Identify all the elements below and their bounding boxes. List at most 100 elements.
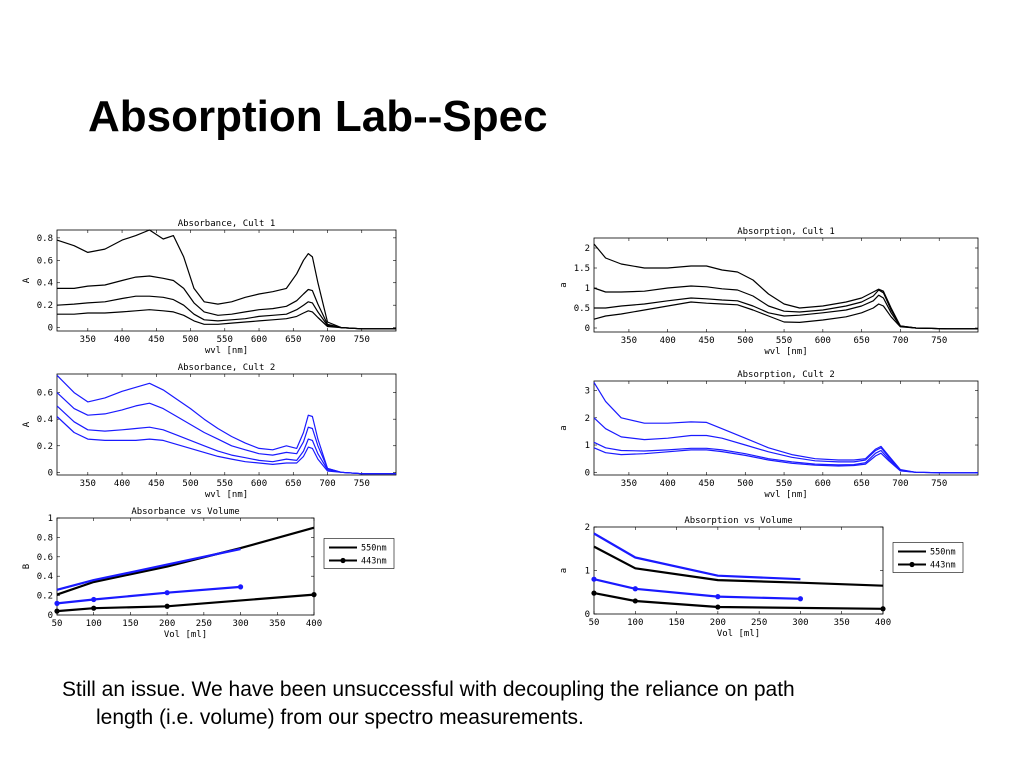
plot-frame [593, 380, 979, 476]
x-tick-label: 700 [892, 479, 908, 489]
x-tick-label: 250 [751, 618, 767, 628]
plot-right-bottom: Absorption vs Volume 50 100 150 200 250 300 350… [559, 516, 964, 639]
x-tick-label: 600 [251, 335, 267, 345]
x-tick-label: 400 [306, 619, 322, 629]
x-tick-label: 200 [159, 619, 175, 629]
y-tick-label: 2 [585, 244, 590, 254]
y-tick-label: 0 [585, 610, 590, 620]
y-tick-label: 1.5 [574, 264, 590, 274]
series-line-4 [56, 416, 396, 475]
x-tick-label: 100 [627, 618, 643, 628]
data-point [591, 590, 597, 596]
data-point [797, 596, 804, 602]
legend: 550nm 443nm [892, 542, 964, 573]
legend-marker [909, 561, 915, 568]
x-tick-label: 550 [776, 336, 792, 346]
series-line-2 [56, 392, 396, 475]
series-line-1 [56, 229, 396, 330]
x-tick-label: 400 [660, 479, 676, 489]
x-axis-label: Vol [ml] [164, 630, 207, 640]
x-tick-label: 650 [285, 335, 301, 345]
y-tick-label: 1 [48, 514, 53, 524]
legend-label: 550nm [361, 544, 387, 554]
data-point [164, 603, 170, 609]
x-tick-label: 200 [710, 618, 726, 628]
series-line-1 [56, 374, 396, 475]
x-tick-label: 250 [196, 619, 212, 629]
series-line-3 [56, 547, 241, 591]
series-line-4 [56, 585, 241, 605]
x-tick-label: 500 [737, 479, 753, 489]
series-line-4 [593, 447, 978, 474]
y-tick-label: 1 [585, 567, 590, 577]
y-tick-label: 0.4 [37, 415, 53, 425]
chart-title: Absorbance, Cult 1 [178, 219, 276, 229]
x-tick-label: 500 [737, 336, 753, 346]
slide-title: Absorption Lab--Spec [88, 92, 548, 141]
y-tick-label: 2 [585, 414, 590, 424]
series-line-3 [56, 295, 396, 330]
y-tick-label: 3 [585, 387, 590, 397]
y-axis-label: a [559, 425, 569, 430]
y-tick-label: 0 [585, 468, 590, 478]
y-tick-label: 0.6 [37, 553, 53, 563]
x-axis-label: wvl [nm] [205, 490, 248, 500]
data-point [880, 606, 886, 612]
y-tick-label: 0.2 [37, 592, 53, 602]
x-tick-label: 300 [792, 618, 808, 628]
x-tick-label: 400 [660, 336, 676, 346]
y-tick-label: 0.6 [37, 389, 53, 399]
plot-right-top: Absorption, Cult 1 350 400 450 500 550 600 650 7… [559, 227, 979, 357]
plot-left-top: Absorbance, Cult 1 350 400 450 500 550 600 650 7… [22, 219, 397, 356]
series-line-3 [593, 441, 978, 474]
series-line-4 [57, 309, 396, 330]
x-tick-label: 300 [232, 619, 248, 629]
chart-title: Absorbance, Cult 2 [178, 363, 276, 373]
plot-left-middle: Absorbance, Cult 2 350 400 450 500 550 600 650 7… [22, 363, 397, 500]
series-line-3 [594, 294, 978, 330]
chart-title: Absorbance vs Volume [131, 507, 239, 517]
x-tick-label: 650 [285, 479, 301, 489]
x-tick-label: 600 [815, 336, 831, 346]
x-tick-label: 750 [931, 336, 947, 346]
series-line-1 [593, 545, 884, 587]
x-tick-label: 700 [319, 335, 335, 345]
data-point [237, 584, 244, 590]
y-tick-label: 2 [585, 523, 590, 533]
y-tick-label: 0 [48, 468, 53, 478]
data-point [311, 592, 317, 598]
x-tick-label: 500 [182, 335, 198, 345]
data-point [715, 594, 721, 600]
y-axis-label: A [22, 277, 32, 283]
x-tick-label: 700 [319, 479, 335, 489]
x-axis-label: Vol [ml] [717, 629, 760, 639]
chart-title: Absorption, Cult 1 [737, 227, 835, 237]
x-tick-label: 50 [52, 619, 63, 629]
x-tick-label: 650 [854, 336, 870, 346]
series-line-3 [56, 405, 396, 475]
y-tick-label: 0.6 [37, 256, 53, 266]
data-point [591, 576, 597, 582]
data-point [91, 605, 97, 611]
x-tick-label: 500 [182, 479, 198, 489]
series-line-2 [593, 285, 978, 330]
x-tick-label: 400 [114, 479, 130, 489]
plot-frame [56, 517, 315, 616]
y-tick-label: 0.4 [37, 279, 53, 289]
y-axis-label: A [22, 421, 32, 427]
y-tick-label: 0.4 [37, 572, 53, 582]
x-tick-label: 550 [217, 479, 233, 489]
x-tick-label: 600 [251, 479, 267, 489]
data-point [164, 590, 170, 596]
x-tick-label: 600 [815, 479, 831, 489]
plot-left-bottom: Absorbance vs Volume 50 100 150 200 250 300 350… [22, 507, 395, 640]
x-tick-label: 400 [875, 618, 891, 628]
series-line-4 [593, 578, 801, 600]
series-line-3 [593, 532, 801, 581]
x-tick-label: 350 [621, 479, 637, 489]
y-tick-label: 1 [585, 441, 590, 451]
x-tick-label: 100 [86, 619, 102, 629]
y-axis-label: a [559, 568, 569, 573]
series-line-4 [593, 301, 978, 330]
series-line-2 [57, 275, 396, 330]
